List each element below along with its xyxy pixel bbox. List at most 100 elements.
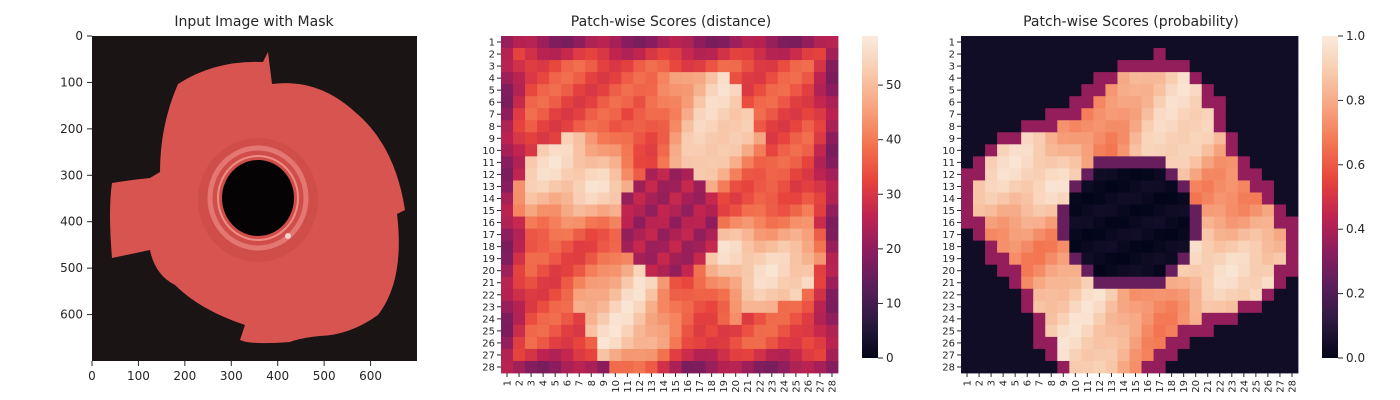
heatmap-cell <box>1033 264 1046 278</box>
heatmap-cell <box>777 84 791 97</box>
heatmap-cell <box>1213 300 1227 314</box>
heatmap-cell <box>561 120 574 133</box>
heatmap-cell <box>997 204 1010 217</box>
image-y-tick-label: 600 <box>60 308 83 322</box>
heatmap-cell <box>1033 60 1046 73</box>
heatmap-cell <box>1189 144 1203 157</box>
heatmap-cell <box>621 36 634 49</box>
heatmap-cell <box>1081 36 1094 49</box>
heatmap-cell <box>1129 48 1142 61</box>
heatmap-cell <box>1273 300 1287 314</box>
heatmap-cell <box>1093 132 1106 145</box>
row-tick-label: 24 <box>482 314 495 325</box>
panel1-title: Input Image with Mask <box>174 14 334 30</box>
heatmap-cell <box>1213 192 1227 205</box>
heatmap-cell <box>585 60 598 73</box>
heatmap-cell <box>961 96 974 109</box>
heatmap-cell <box>1273 324 1287 338</box>
heatmap-cell <box>561 180 574 193</box>
heatmap-cell <box>537 192 550 205</box>
heatmap-cell <box>549 228 562 242</box>
heatmap-cell <box>1057 72 1070 85</box>
heatmap-cell <box>1273 348 1287 362</box>
heatmap-cell <box>609 36 622 49</box>
row-tick-label: 10 <box>482 146 495 157</box>
heatmap-cell <box>1189 276 1203 290</box>
heatmap-cell <box>1249 312 1263 326</box>
heatmap-cell <box>1177 132 1191 145</box>
heatmap-cell <box>1261 96 1275 109</box>
heatmap-cell <box>1009 156 1022 169</box>
heatmap-cell <box>1105 324 1118 338</box>
heatmap-cell <box>1105 336 1118 350</box>
col-tick-label: 12 <box>635 380 646 393</box>
heatmap-cell <box>1189 168 1203 181</box>
heatmap-cell <box>597 36 610 49</box>
heatmap-cell <box>973 108 986 121</box>
heatmap-cell <box>549 36 562 49</box>
heatmap-cell <box>1129 36 1142 49</box>
heatmap-cell <box>961 216 974 229</box>
heatmap-cell <box>729 192 743 205</box>
heatmap-cell <box>1285 180 1299 193</box>
heatmap-cell <box>513 72 526 85</box>
heatmap-cell <box>693 48 707 61</box>
heatmap-cell <box>525 300 538 314</box>
heatmap-cell <box>513 108 526 121</box>
heatmap-cell <box>777 144 791 157</box>
row-tick-label: 27 <box>482 350 495 361</box>
heatmap-cell <box>777 336 791 350</box>
heatmap-cell <box>1129 120 1142 133</box>
heatmap-cell <box>657 84 670 97</box>
heatmap-cell <box>1057 264 1070 278</box>
heatmap-cell <box>717 204 731 217</box>
heatmap-cell <box>729 300 743 314</box>
heatmap-cell <box>789 228 803 242</box>
heatmap-cell <box>789 120 803 133</box>
heatmap-cell <box>985 204 998 217</box>
heatmap-cell <box>597 360 610 374</box>
heatmap-cell <box>1285 204 1299 217</box>
heatmap-cell <box>717 168 731 181</box>
row-tick-label: 18 <box>482 242 495 253</box>
col-tick-label: 25 <box>1251 380 1262 393</box>
heatmap-cell <box>1129 240 1142 254</box>
heatmap-cell <box>1117 312 1130 326</box>
heatmap-cell <box>961 36 974 49</box>
heatmap-cell <box>1285 312 1299 326</box>
heatmap-cell <box>693 276 707 290</box>
heatmap-cell <box>1177 168 1191 181</box>
col-tick-label: 24 <box>1239 380 1250 393</box>
heatmap-cell <box>657 72 670 85</box>
heatmap-cell <box>1153 192 1167 205</box>
heatmap-cell <box>985 180 998 193</box>
heatmap-cell <box>741 204 755 217</box>
heatmap-cell <box>997 84 1010 97</box>
heatmap-cell <box>1105 72 1118 85</box>
heatmap-cell <box>1021 120 1034 133</box>
heatmap-cell <box>1285 84 1299 97</box>
heatmap-cell <box>1129 204 1142 217</box>
heatmap-cell <box>1141 228 1154 242</box>
heatmap-cell <box>513 144 526 157</box>
heatmap-cell <box>549 360 562 374</box>
heatmap-cell <box>597 132 610 145</box>
heatmap-cell <box>1069 276 1082 290</box>
heatmap-cell <box>525 108 538 121</box>
heatmap-cell <box>729 216 743 229</box>
heatmap-cell <box>633 120 646 133</box>
heatmap-cell <box>1009 120 1022 133</box>
heatmap-cell <box>681 96 694 109</box>
heatmap-cell <box>1069 48 1082 61</box>
heatmap-cell <box>765 228 779 242</box>
heatmap-cell <box>801 240 815 254</box>
heatmap-cell <box>777 180 791 193</box>
heatmap-cell <box>561 312 574 326</box>
heatmap-cell <box>693 72 707 85</box>
heatmap-cell <box>973 312 986 326</box>
heatmap-cell <box>669 240 682 254</box>
heatmap-cell <box>645 216 658 229</box>
heatmap-cell <box>1033 192 1046 205</box>
col-tick-label: 14 <box>1119 380 1130 393</box>
heatmap-cell <box>633 108 646 121</box>
